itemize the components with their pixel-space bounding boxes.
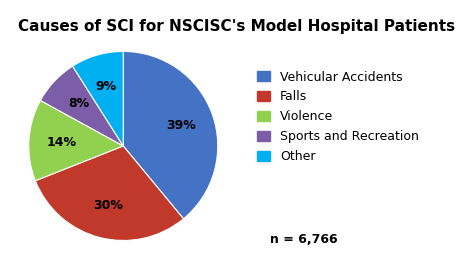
Text: n = 6,766: n = 6,766 xyxy=(270,233,338,245)
Wedge shape xyxy=(40,66,123,146)
Text: 14%: 14% xyxy=(47,136,77,149)
Text: 39%: 39% xyxy=(166,119,196,132)
Wedge shape xyxy=(123,51,218,219)
Text: Causes of SCI for NSCISC's Model Hospital Patients: Causes of SCI for NSCISC's Model Hospita… xyxy=(18,19,456,34)
Wedge shape xyxy=(29,100,123,181)
Text: 30%: 30% xyxy=(93,199,123,212)
Wedge shape xyxy=(73,51,123,146)
Wedge shape xyxy=(36,146,183,240)
Legend: Vehicular Accidents, Falls, Violence, Sports and Recreation, Other: Vehicular Accidents, Falls, Violence, Sp… xyxy=(257,71,419,163)
Text: 8%: 8% xyxy=(68,97,89,110)
Text: 9%: 9% xyxy=(96,80,117,93)
